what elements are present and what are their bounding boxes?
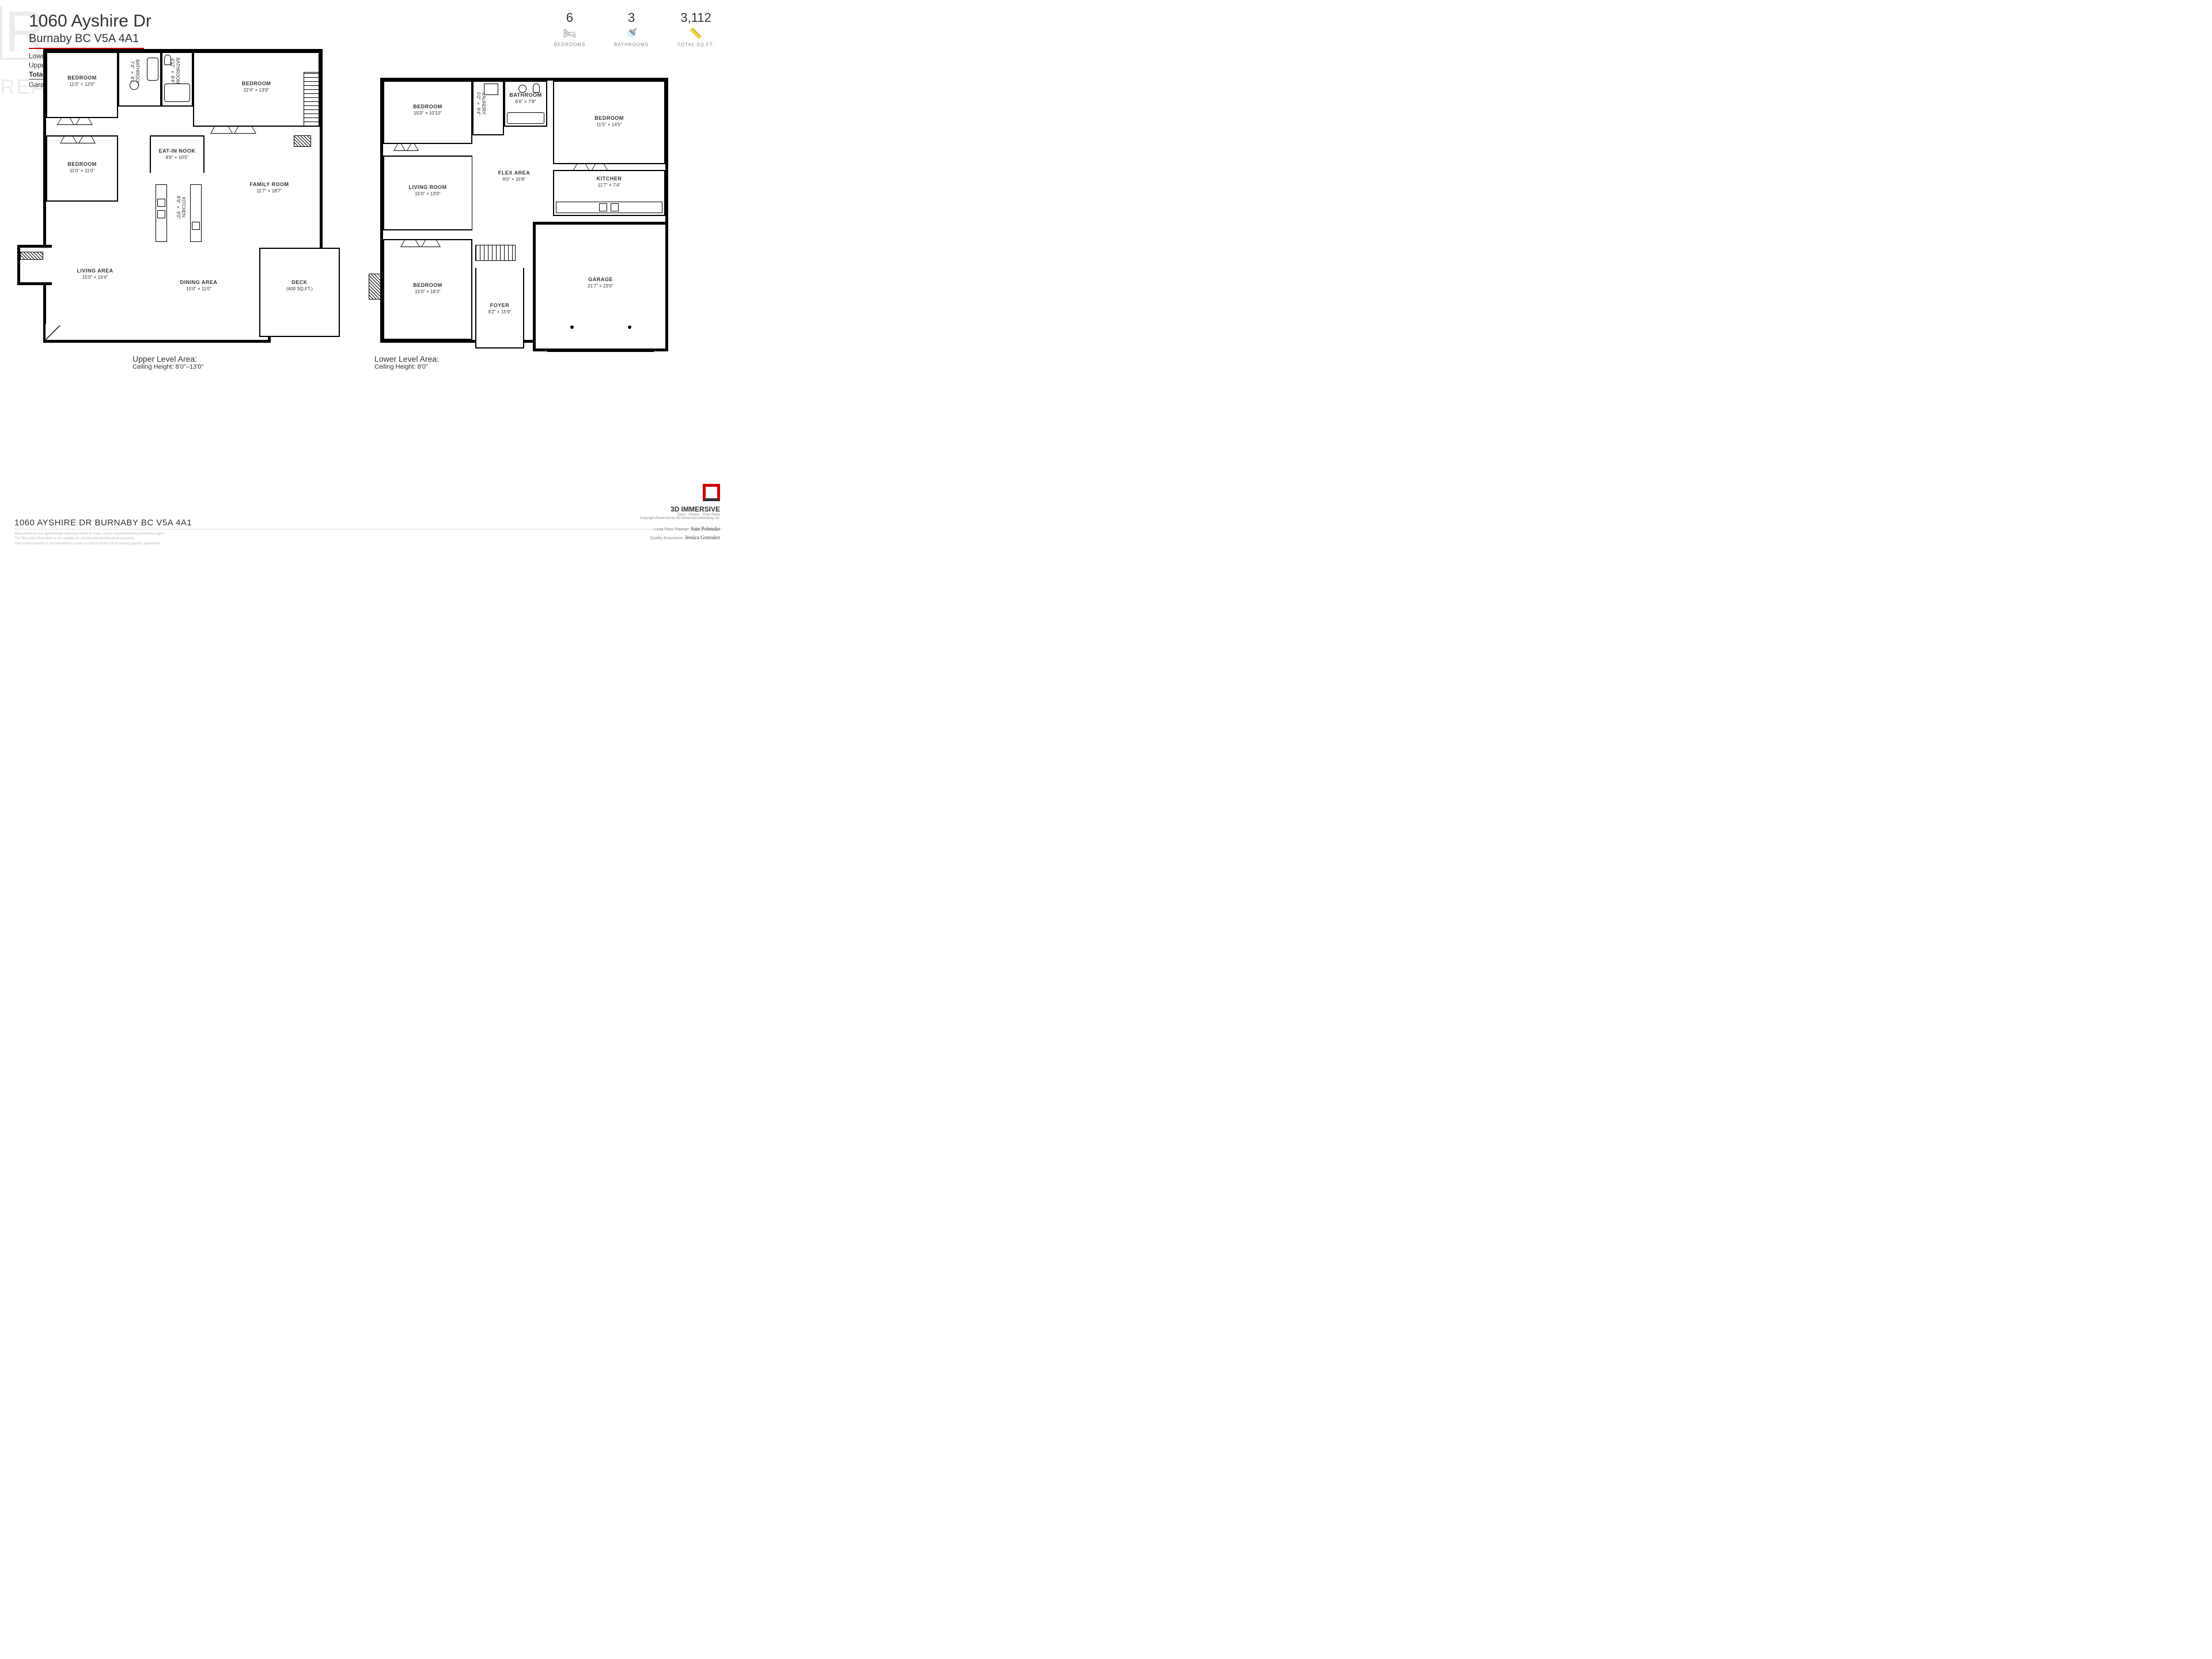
lower-caption: Lower Level Area: Ceiling Height: 8'0" <box>374 354 439 370</box>
stat-sqft: 3,112 📏 TOTAL SQ.FT. <box>677 10 714 47</box>
upper-level-plan: BEDROOM11'0" × 12'0" BATHROOM7'4" × 8'4"… <box>17 49 346 383</box>
bed-icon: 🛏 <box>554 28 586 40</box>
property-stats: 6 🛏 BEDROOMS 3 🚿 BATHROOMS 3,112 📏 TOTAL… <box>554 10 715 47</box>
branding-block: 3D IMMERSIVE Tours · Photos · Floor Plan… <box>640 484 720 541</box>
shower-icon: 🚿 <box>614 28 649 40</box>
footer-disclaimer: Measurements are approximate and may not… <box>14 532 723 546</box>
signatures: Lead Floor Planner: Sam Polenske Quality… <box>640 525 720 541</box>
footer-address: 1060 AYSHIRE DR BURNABY BC V5A 4A1 <box>14 518 723 528</box>
stat-bathrooms: 3 🚿 BATHROOMS <box>614 10 649 47</box>
footer: 1060 AYSHIRE DR BURNABY BC V5A 4A1 Measu… <box>14 518 723 546</box>
stat-bedrooms: 6 🛏 BEDROOMS <box>554 10 586 47</box>
floor-plans: BEDROOM11'0" × 12'0" BATHROOM7'4" × 8'4"… <box>0 49 737 452</box>
property-title: 1060 Ayshire Dr <box>29 12 151 31</box>
brand-logo-icon <box>703 484 720 501</box>
property-subtitle: Burnaby BC V5A 4A1 <box>29 32 151 46</box>
ruler-icon: 📏 <box>677 28 714 40</box>
upper-caption: Upper Level Area: Ceiling Height: 8'0"–1… <box>132 354 203 370</box>
lower-level-plan: BEDROOM15'0" × 10'10" LAUNDRY5'0" × 9'4"… <box>369 60 691 383</box>
